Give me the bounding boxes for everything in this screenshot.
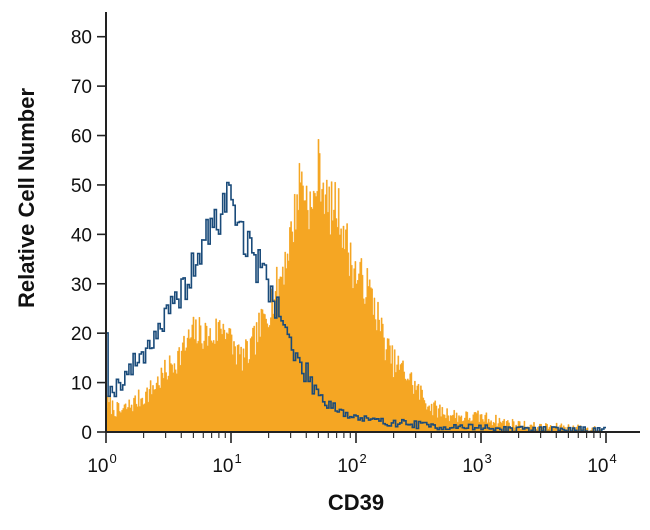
y-tick-label: 0 — [81, 423, 92, 444]
y-tick-label: 50 — [71, 176, 92, 197]
x-tick-label: 100 — [87, 451, 116, 477]
x-axis-ticks: 100 101 102 103 104 — [87, 432, 617, 477]
x-axis-title: CD39 — [328, 490, 384, 515]
x-tick-label: 101 — [212, 451, 241, 477]
y-tick-label: 30 — [71, 275, 92, 296]
x-tick-label: 104 — [587, 451, 616, 477]
plot-area — [105, 139, 606, 433]
y-axis-title: Relative Cell Number — [14, 88, 39, 309]
y-tick-label: 40 — [71, 225, 92, 246]
y-axis-ticks: 0 10 20 30 40 50 60 70 80 — [71, 28, 106, 444]
series-outline-histogram — [106, 181, 606, 433]
x-tick-label: 103 — [462, 451, 491, 477]
y-tick-label: 70 — [71, 77, 92, 98]
x-tick-label: 102 — [337, 451, 366, 477]
y-tick-label: 60 — [71, 127, 92, 148]
y-tick-label: 80 — [71, 28, 92, 49]
y-tick-label: 20 — [71, 324, 92, 345]
y-tick-label: 10 — [71, 374, 92, 395]
series-filled-histogram — [105, 139, 606, 433]
